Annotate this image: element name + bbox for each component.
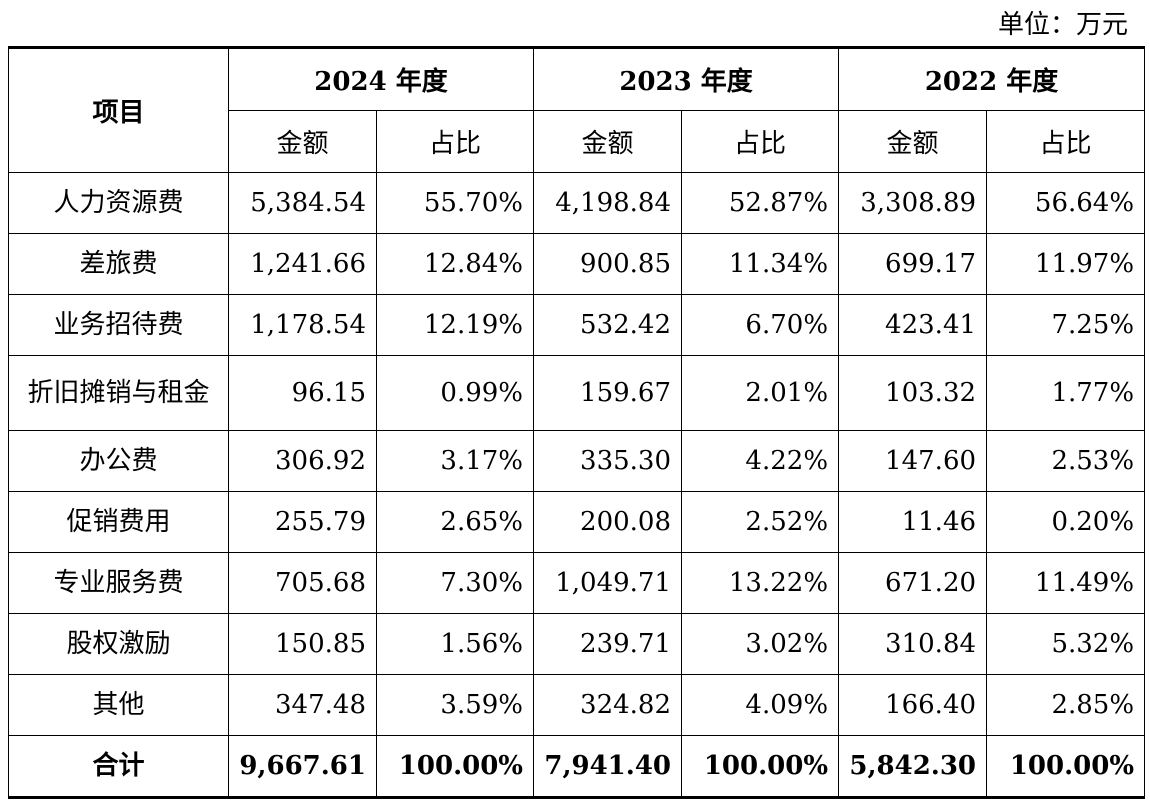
cell-value: 52.87% [681, 172, 840, 234]
table-row: 促销费用 255.79 2.65% 200.08 2.52% 11.46 0.2… [8, 491, 1146, 553]
cell-value: 96.15 [228, 355, 377, 431]
cell-value: 2.52% [681, 491, 840, 553]
row-label: 办公费 [8, 430, 229, 492]
row-label: 其他 [8, 674, 229, 736]
cell-value: 3.02% [681, 613, 840, 675]
row-label: 人力资源费 [8, 172, 229, 234]
cell-value: 1,049.71 [533, 552, 683, 614]
row-label: 促销费用 [8, 491, 229, 553]
cell-value: 147.60 [838, 430, 988, 492]
cell-value: 11.34% [681, 233, 840, 295]
cell-value: 306.92 [228, 430, 377, 492]
table-row: 差旅费 1,241.66 12.84% 900.85 11.34% 699.17… [8, 233, 1146, 295]
cell-value: 6.70% [681, 294, 840, 356]
cell-value: 4.22% [681, 430, 840, 492]
cell-value: 0.99% [375, 355, 535, 431]
cell-value: 11.46 [838, 491, 988, 553]
cell-value: 7.30% [375, 552, 535, 614]
total-value: 5,842.30 [838, 735, 988, 798]
cell-value: 5,384.54 [228, 172, 377, 234]
cell-value: 2.85% [986, 674, 1146, 736]
total-label: 合计 [8, 735, 229, 798]
amount-header: 金额 [533, 110, 683, 173]
cell-value: 699.17 [838, 233, 988, 295]
table-row: 专业服务费 705.68 7.30% 1,049.71 13.22% 671.2… [8, 552, 1146, 614]
ratio-header: 占比 [681, 110, 840, 173]
cell-value: 56.64% [986, 172, 1146, 234]
cell-value: 900.85 [533, 233, 683, 295]
total-value: 100.00% [375, 735, 535, 798]
cell-value: 347.48 [228, 674, 377, 736]
row-label: 股权激励 [8, 613, 229, 675]
row-label: 差旅费 [8, 233, 229, 295]
year-header-2022: 2022 年度 [838, 47, 1146, 111]
cell-value: 239.71 [533, 613, 683, 675]
cell-value: 255.79 [228, 491, 377, 553]
cell-value: 423.41 [838, 294, 988, 356]
amount-header: 金额 [838, 110, 988, 173]
cell-value: 0.20% [986, 491, 1146, 553]
cell-value: 3.59% [375, 674, 535, 736]
cell-value: 705.68 [228, 552, 377, 614]
table-row: 股权激励 150.85 1.56% 239.71 3.02% 310.84 5.… [8, 613, 1146, 675]
cell-value: 3,308.89 [838, 172, 988, 234]
cell-value: 4.09% [681, 674, 840, 736]
total-row: 合计 9,667.61 100.00% 7,941.40 100.00% 5,8… [8, 735, 1146, 798]
table-row: 业务招待费 1,178.54 12.19% 532.42 6.70% 423.4… [8, 294, 1146, 356]
cell-value: 532.42 [533, 294, 683, 356]
table-row: 人力资源费 5,384.54 55.70% 4,198.84 52.87% 3,… [8, 172, 1146, 234]
expense-table: 项目 2024 年度 2023 年度 2022 年度 金额 占比 金额 占比 金… [8, 46, 1146, 799]
cell-value: 159.67 [533, 355, 683, 431]
cell-value: 2.65% [375, 491, 535, 553]
cell-value: 11.49% [986, 552, 1146, 614]
cell-value: 324.82 [533, 674, 683, 736]
row-label: 折旧摊销与租金 [8, 355, 229, 431]
cell-value: 2.53% [986, 430, 1146, 492]
cell-value: 200.08 [533, 491, 683, 553]
cell-value: 11.97% [986, 233, 1146, 295]
item-column-header: 项目 [8, 47, 229, 173]
row-label: 业务招待费 [8, 294, 229, 356]
table-row: 折旧摊销与租金 96.15 0.99% 159.67 2.01% 103.32 … [8, 355, 1146, 431]
row-label: 专业服务费 [8, 552, 229, 614]
cell-value: 310.84 [838, 613, 988, 675]
ratio-header: 占比 [986, 110, 1146, 173]
cell-value: 1.56% [375, 613, 535, 675]
cell-value: 12.84% [375, 233, 535, 295]
total-value: 7,941.40 [533, 735, 683, 798]
cell-value: 55.70% [375, 172, 535, 234]
total-value: 9,667.61 [228, 735, 377, 798]
cell-value: 3.17% [375, 430, 535, 492]
cell-value: 7.25% [986, 294, 1146, 356]
cell-value: 166.40 [838, 674, 988, 736]
unit-label: 单位：万元 [997, 10, 1128, 40]
cell-value: 103.32 [838, 355, 988, 431]
total-value: 100.00% [986, 735, 1146, 798]
cell-value: 1,241.66 [228, 233, 377, 295]
cell-value: 13.22% [681, 552, 840, 614]
cell-value: 1.77% [986, 355, 1146, 431]
year-header-2024: 2024 年度 [227, 47, 535, 111]
cell-value: 335.30 [533, 430, 683, 492]
ratio-header: 占比 [375, 110, 535, 173]
year-header-2023: 2023 年度 [533, 47, 840, 111]
cell-value: 2.01% [681, 355, 840, 431]
cell-value: 5.32% [986, 613, 1146, 675]
amount-header: 金额 [228, 110, 377, 173]
total-value: 100.00% [681, 735, 840, 798]
cell-value: 1,178.54 [228, 294, 377, 356]
cell-value: 12.19% [375, 294, 535, 356]
table-row: 其他 347.48 3.59% 324.82 4.09% 166.40 2.85… [8, 674, 1146, 736]
header-row-years: 项目 2024 年度 2023 年度 2022 年度 [8, 47, 1146, 173]
cell-value: 150.85 [228, 613, 377, 675]
cell-value: 671.20 [838, 552, 988, 614]
cell-value: 4,198.84 [533, 172, 683, 234]
table-row: 办公费 306.92 3.17% 335.30 4.22% 147.60 2.5… [8, 430, 1146, 492]
